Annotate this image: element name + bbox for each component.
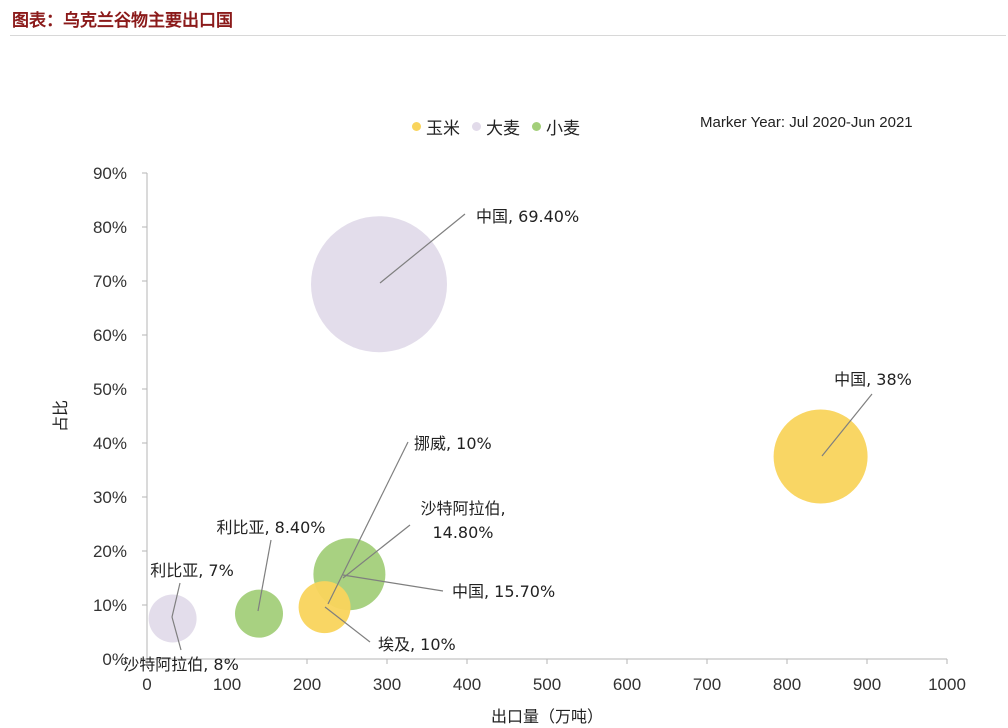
bubble-wheat-libya — [235, 589, 283, 638]
leader-line — [379, 213, 466, 284]
legend-label-barley: 大麦 — [486, 119, 520, 139]
legend-label-corn: 玉米 — [426, 119, 460, 139]
x-tick-label: 200 — [293, 675, 321, 694]
legend-item-corn: 玉米 — [412, 114, 460, 139]
leader-line — [821, 393, 873, 457]
legend-label-wheat: 小麦 — [546, 119, 580, 139]
y-tick-label: 40% — [93, 434, 127, 453]
label-corn-china: 中国, 38% — [834, 370, 912, 389]
label-wheat-norway: 挪威, 10% — [414, 434, 492, 453]
label-wheat-libya: 利比亚, 8.40% — [216, 518, 325, 537]
y-tick-label: 20% — [93, 542, 127, 561]
leader-line — [171, 616, 182, 651]
x-tick-label: 400 — [453, 675, 481, 694]
marker-year-note: Marker Year: Jul 2020-Jun 2021 — [700, 114, 913, 131]
x-tick-label: 100 — [213, 675, 241, 694]
x-tick-label: 800 — [773, 675, 801, 694]
bubble-corn-egypt — [298, 581, 351, 634]
x-tick-label: 500 — [533, 675, 561, 694]
x-tick-label: 1000 — [928, 675, 966, 694]
chart-title: 图表：乌克兰谷物主要出口国 — [12, 11, 233, 31]
leader-line — [342, 574, 444, 592]
y-tick-label: 0% — [102, 650, 127, 669]
leader-line — [342, 524, 411, 579]
label-corn-egypt: 埃及, 10% — [378, 635, 456, 654]
bubble-corn-china — [773, 409, 868, 504]
y-tick-label: 80% — [93, 218, 127, 237]
title-divider — [10, 35, 1006, 36]
legend: 玉米 大麦 小麦 — [412, 114, 592, 139]
y-tick-label: 90% — [93, 164, 127, 183]
y-axis-title: 占比 — [51, 400, 70, 432]
legend-item-wheat: 小麦 — [532, 114, 580, 139]
leader-line — [327, 441, 409, 605]
legend-swatch-corn — [412, 122, 421, 131]
x-tick-label: 300 — [373, 675, 401, 694]
x-tick-label: 0 — [142, 675, 151, 694]
leader-line — [324, 606, 371, 643]
label-wheat-saudi: 沙特阿拉伯, 14.80% — [420, 499, 505, 542]
label-barley-libya: 利比亚, 7% — [150, 561, 234, 580]
bubble-barley-china — [311, 216, 447, 353]
y-tick-label: 50% — [93, 380, 127, 399]
x-axis-title: 出口量（万吨） — [491, 707, 603, 726]
legend-swatch-wheat — [532, 122, 541, 131]
legend-item-barley: 大麦 — [472, 114, 520, 139]
y-tick-label: 60% — [93, 326, 127, 345]
legend-swatch-barley — [472, 122, 481, 131]
label-wheat-china: 中国, 15.70% — [452, 582, 555, 601]
leader-line — [171, 582, 181, 618]
x-tick-label: 900 — [853, 675, 881, 694]
leader-line — [257, 539, 272, 612]
label-barley-saudi: 沙特阿拉伯, 8% — [123, 655, 239, 674]
y-tick-label: 30% — [93, 488, 127, 507]
y-tick-label: 70% — [93, 272, 127, 291]
x-tick-label: 700 — [693, 675, 721, 694]
y-tick-label: 10% — [93, 596, 127, 615]
label-barley-china: 中国, 69.40% — [476, 207, 579, 226]
x-tick-label: 600 — [613, 675, 641, 694]
